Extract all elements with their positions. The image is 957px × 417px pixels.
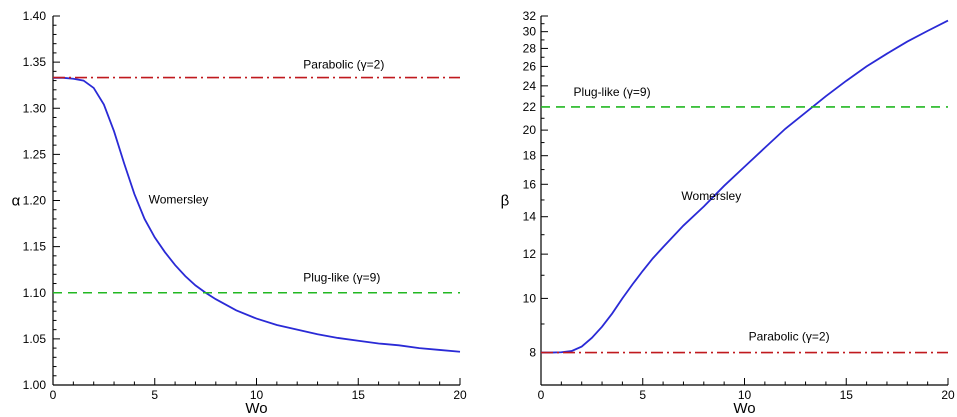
chart2-plot: 0 5 10 15 20 8 10 12 14 16 18 20 22 24 26 28 30 32 Wo β Plug…: [501, 9, 955, 417]
chart1-annotation-label: Parabolic (γ=2): [303, 58, 384, 72]
chart2-y-tick-label: 30: [523, 25, 537, 39]
chart2-x-tick-label: 0: [538, 388, 545, 402]
chart1-y-tick-label: 1.10: [23, 286, 47, 300]
chart1-y-tick-label: 1.35: [23, 55, 47, 69]
chart2-y-tick-label: 14: [523, 210, 537, 224]
chart2-y-tick-label: 22: [523, 100, 537, 114]
chart2-y-tick-label: 24: [523, 79, 537, 93]
chart1-y-tick-label: 1.40: [23, 9, 47, 23]
chart1-y-tick-label: 1.00: [23, 378, 47, 392]
chart2-y-tick-label: 28: [523, 41, 537, 55]
chart1-y-axis-title: α: [12, 193, 21, 210]
chart1-x-tick-label: 0: [50, 388, 57, 402]
chart1-y-tick-label: 1.15: [23, 240, 47, 254]
chart2-annotation-label: Plug-like (γ=9): [574, 85, 651, 99]
chart1-x-tick-label: 10: [250, 388, 264, 402]
chart1-annotation-label: Plug-like (γ=9): [303, 271, 380, 285]
chart2-y-tick-label: 12: [523, 247, 537, 261]
chart2-y-tick-label: 16: [523, 177, 537, 191]
chart2-series-womersley-line: [541, 19, 949, 354]
chart1-x-axis-title: Wo: [245, 400, 267, 417]
chart1-plot: 0 5 10 15 20 1.00 1.05 1.10 1.15 1.20 1.25 1.30 1.35…: [12, 9, 467, 417]
chart1-series-womersley-line: [53, 76, 461, 353]
chart2-y-axis-title: β: [501, 193, 510, 210]
chart2-y-tick-label: 32: [523, 9, 537, 23]
chart1-y-tick-label: 1.05: [23, 332, 47, 346]
chart1-y-tick-label: 1.20: [23, 194, 47, 208]
chart1-x-tick-label: 15: [352, 388, 366, 402]
chart1-y-tick-label: 1.25: [23, 147, 47, 161]
chart2-y-tick-label: 26: [523, 59, 537, 73]
chart2-x-axis-title: Wo: [733, 400, 755, 417]
chart2-x-tick-label: 15: [840, 388, 854, 402]
chart2-x-tick-label: 20: [941, 388, 955, 402]
chart2-y-tick-label: 8: [529, 346, 536, 360]
chart2-y-tick-label: 10: [523, 291, 537, 305]
chart2-annotation-label: Womersley: [681, 189, 741, 203]
chart2-x-tick-label: 5: [639, 388, 646, 402]
chart2-x-tick-label: 10: [738, 388, 752, 402]
chart2-annotation-label: Parabolic (γ=2): [749, 330, 830, 344]
chart2-y-tick-label: 20: [523, 123, 537, 137]
chart1-x-tick-label: 5: [151, 388, 158, 402]
chart1-x-tick-label: 20: [453, 388, 467, 402]
chart2-y-tick-label: 18: [523, 149, 537, 163]
chart1-annotation-label: Womersley: [149, 192, 209, 206]
chart1-y-tick-label: 1.30: [23, 101, 47, 115]
